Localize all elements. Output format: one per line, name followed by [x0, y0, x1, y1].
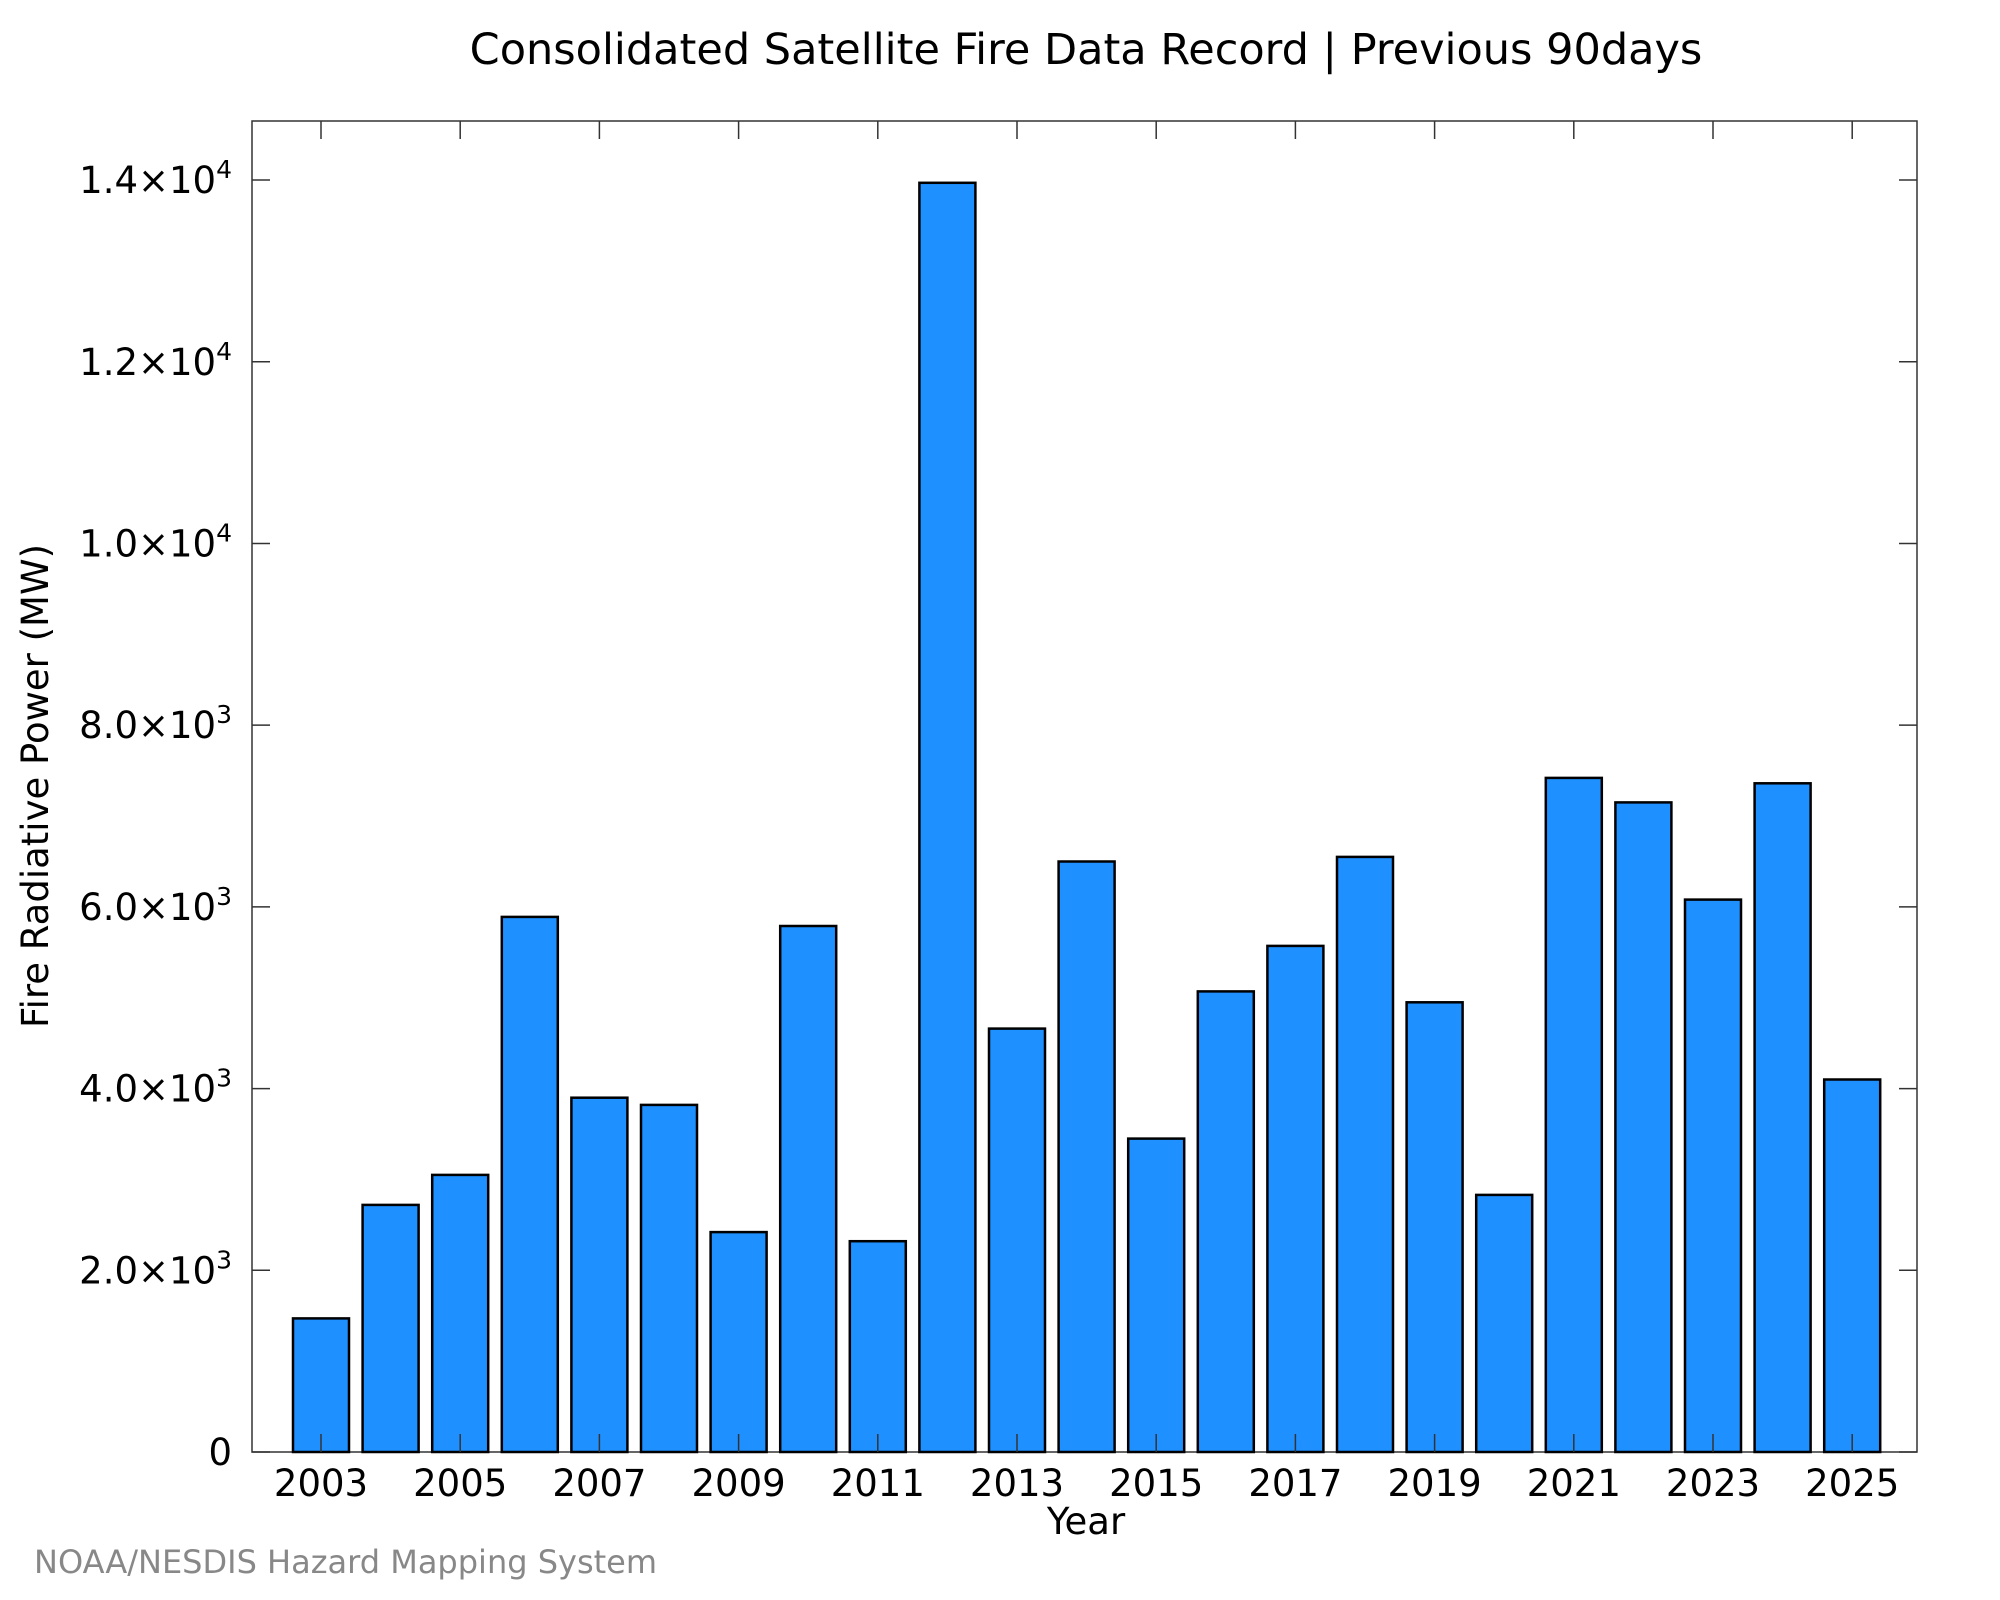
x-tick-label: 2009 — [692, 1462, 786, 1505]
bar-2014 — [1057, 860, 1116, 1454]
x-tick-label: 2011 — [831, 1462, 925, 1505]
bar-2021 — [1544, 776, 1604, 1454]
bar-2005 — [430, 1173, 490, 1454]
x-tick-label: 2021 — [1527, 1462, 1621, 1505]
x-tick-label: 2025 — [1805, 1462, 1899, 1505]
x-axis-ticks: 2003 2005 2007 2009 2011 2013 2015 2017 2019 2021… — [274, 121, 1899, 1505]
bar-2012 — [918, 181, 977, 1454]
x-tick-label: 2023 — [1666, 1462, 1760, 1505]
x-tick-label: 2015 — [1109, 1462, 1203, 1505]
bar-2022 — [1614, 801, 1673, 1454]
bar-2003 — [291, 1317, 351, 1454]
bar-2007 — [570, 1096, 629, 1454]
bar-2016 — [1196, 990, 1256, 1454]
y-tick-label: 1.4×104 — [79, 155, 232, 202]
x-tick-label: 2017 — [1248, 1462, 1342, 1505]
x-tick-label: 2007 — [552, 1462, 646, 1505]
bar-2017 — [1266, 944, 1325, 1454]
bar-2020 — [1474, 1193, 1534, 1454]
y-tick-label: 0 — [208, 1431, 232, 1474]
bar-2004 — [361, 1203, 420, 1454]
bar-2013 — [987, 1027, 1047, 1454]
bar-2006 — [500, 915, 560, 1454]
y-tick-label: 4.0×103 — [79, 1064, 232, 1111]
x-tick-label: 2013 — [970, 1462, 1064, 1505]
bar-2019 — [1405, 1001, 1464, 1454]
y-tick-label: 1.2×104 — [79, 337, 232, 384]
y-axis-ticks: 0 2.0×103 4.0×103 6.0×103 8.0×103 1.0×104 1.2×… — [79, 155, 1917, 1474]
x-tick-label: 2003 — [274, 1462, 368, 1505]
y-tick-label: 1.0×104 — [79, 518, 232, 565]
source-credit: NOAA/NESDIS Hazard Mapping System — [34, 1543, 657, 1581]
x-axis-label: Year — [1046, 1500, 1126, 1543]
bar-2018 — [1335, 855, 1395, 1454]
bar-2010 — [778, 924, 838, 1454]
x-tick-label: 2019 — [1388, 1462, 1482, 1505]
y-tick-label: 8.0×103 — [79, 700, 232, 747]
bar-2008 — [639, 1103, 699, 1454]
bars-group — [291, 181, 1882, 1454]
bar-2015 — [1126, 1137, 1186, 1454]
y-tick-label: 2.0×103 — [79, 1245, 232, 1292]
bar-2024 — [1753, 782, 1812, 1454]
y-axis-label: Fire Radiative Power (MW) — [14, 544, 57, 1028]
bar-2025 — [1822, 1078, 1882, 1454]
y-tick-label: 6.0×103 — [79, 882, 232, 929]
chart-title: Consolidated Satellite Fire Data Record … — [470, 25, 1703, 75]
x-tick-label: 2005 — [413, 1462, 507, 1505]
bar-2011 — [848, 1239, 908, 1454]
bar-2009 — [709, 1230, 768, 1454]
bar-2023 — [1683, 898, 1743, 1454]
